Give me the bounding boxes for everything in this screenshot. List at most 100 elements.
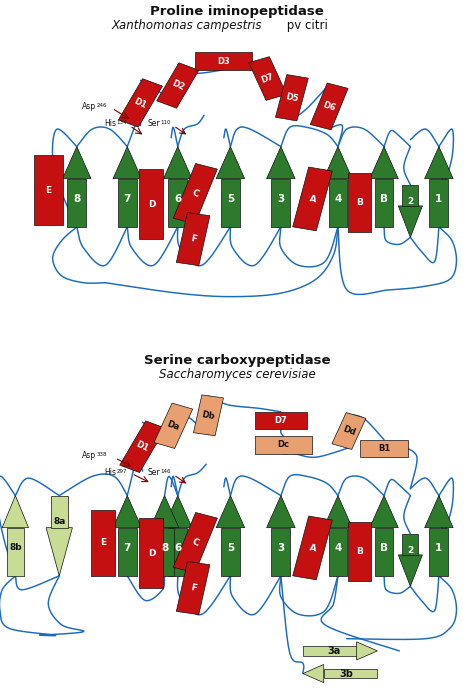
Text: E: E	[100, 538, 106, 547]
Text: 8: 8	[161, 543, 168, 553]
Polygon shape	[46, 528, 73, 576]
Polygon shape	[216, 496, 245, 528]
Polygon shape	[173, 512, 218, 573]
Text: 146: 146	[161, 470, 171, 475]
Text: Dc: Dc	[277, 440, 289, 450]
Polygon shape	[374, 179, 393, 227]
Polygon shape	[113, 496, 142, 528]
Text: Serine carboxypeptidase: Serine carboxypeptidase	[144, 355, 330, 367]
Text: Db: Db	[201, 410, 216, 421]
Polygon shape	[34, 156, 63, 225]
Polygon shape	[429, 179, 448, 227]
Text: Dd: Dd	[341, 424, 356, 438]
Polygon shape	[120, 421, 165, 473]
Text: D2: D2	[170, 79, 185, 92]
Polygon shape	[164, 147, 192, 179]
Text: D5: D5	[284, 92, 299, 103]
Polygon shape	[255, 436, 311, 454]
Text: 134: 134	[117, 120, 127, 126]
Text: D: D	[148, 549, 155, 558]
Polygon shape	[164, 496, 192, 528]
Polygon shape	[139, 518, 164, 588]
Polygon shape	[360, 440, 408, 457]
Polygon shape	[221, 179, 240, 227]
Polygon shape	[356, 642, 377, 660]
Polygon shape	[324, 669, 377, 678]
Polygon shape	[425, 147, 453, 179]
Polygon shape	[155, 528, 174, 576]
Polygon shape	[139, 170, 164, 239]
Polygon shape	[118, 79, 163, 127]
Text: B: B	[380, 194, 388, 204]
Polygon shape	[63, 147, 91, 179]
Polygon shape	[2, 496, 28, 528]
Text: 3: 3	[277, 543, 284, 553]
Polygon shape	[168, 528, 187, 576]
Polygon shape	[176, 213, 210, 265]
Polygon shape	[275, 75, 308, 121]
Polygon shape	[91, 510, 115, 576]
Polygon shape	[113, 147, 142, 179]
Polygon shape	[425, 496, 453, 528]
Polygon shape	[157, 63, 199, 108]
Polygon shape	[402, 534, 419, 555]
Text: F: F	[189, 234, 197, 244]
Polygon shape	[429, 528, 448, 576]
Polygon shape	[216, 147, 245, 179]
Polygon shape	[176, 562, 210, 614]
Text: B: B	[356, 198, 364, 207]
Text: His: His	[104, 468, 116, 477]
Text: 5: 5	[227, 194, 234, 204]
Text: 7: 7	[124, 543, 131, 553]
Text: D7: D7	[274, 416, 287, 425]
Polygon shape	[293, 516, 332, 580]
Text: 3: 3	[277, 194, 284, 204]
Text: F: F	[189, 583, 197, 593]
Text: A: A	[308, 543, 317, 553]
Text: 1: 1	[435, 194, 443, 204]
Text: 110: 110	[161, 120, 171, 126]
Text: B1: B1	[378, 444, 390, 453]
Polygon shape	[293, 167, 332, 231]
Text: 6: 6	[174, 194, 182, 204]
Text: 246: 246	[97, 103, 108, 108]
Text: 2: 2	[407, 198, 413, 206]
Polygon shape	[150, 496, 179, 528]
Polygon shape	[303, 664, 324, 683]
Text: 3b: 3b	[339, 669, 353, 678]
Polygon shape	[173, 163, 218, 224]
Polygon shape	[370, 147, 398, 179]
Polygon shape	[303, 646, 356, 655]
Polygon shape	[266, 496, 295, 528]
Polygon shape	[328, 528, 347, 576]
Text: 5: 5	[227, 543, 234, 553]
Polygon shape	[324, 496, 352, 528]
Text: 297: 297	[117, 470, 127, 475]
Polygon shape	[118, 179, 137, 227]
Text: A: A	[308, 194, 317, 204]
Text: Saccharomyces cerevisiae: Saccharomyces cerevisiae	[159, 369, 315, 381]
Text: 2: 2	[407, 547, 413, 555]
Text: Da: Da	[166, 419, 181, 432]
Text: 1: 1	[435, 543, 443, 553]
Text: 338: 338	[97, 452, 108, 457]
Polygon shape	[328, 179, 347, 227]
Text: D7: D7	[260, 72, 275, 85]
Text: 7: 7	[124, 194, 131, 204]
Polygon shape	[67, 179, 86, 227]
Text: B: B	[380, 543, 388, 553]
Polygon shape	[7, 528, 24, 576]
Polygon shape	[168, 179, 187, 227]
Polygon shape	[402, 185, 419, 206]
Polygon shape	[332, 413, 366, 450]
Polygon shape	[398, 206, 422, 237]
Polygon shape	[272, 179, 290, 227]
Text: 8: 8	[73, 194, 81, 204]
Polygon shape	[398, 555, 422, 586]
Text: D1: D1	[133, 96, 148, 110]
Text: 6: 6	[174, 543, 182, 553]
Polygon shape	[193, 395, 223, 436]
Text: Asp: Asp	[82, 102, 97, 111]
Polygon shape	[348, 173, 371, 232]
Text: Ser: Ser	[147, 468, 160, 477]
